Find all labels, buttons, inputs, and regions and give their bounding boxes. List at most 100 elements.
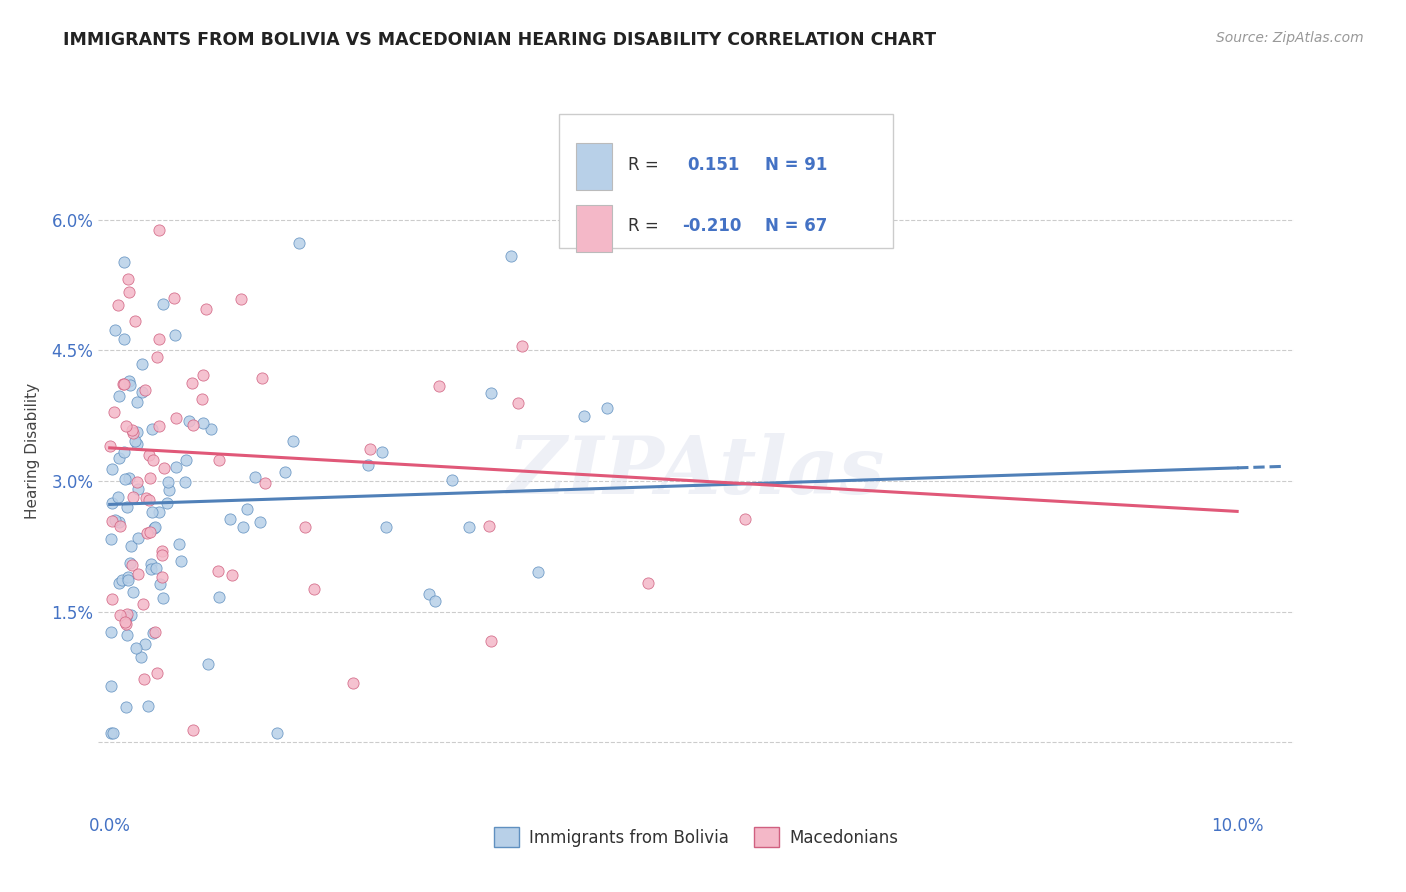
Point: [499, 249, 522, 263]
Point: [101, 496, 124, 510]
Point: [245, 470, 267, 484]
Point: [103, 512, 125, 526]
Point: [207, 564, 229, 578]
Point: [103, 405, 125, 419]
Point: [219, 511, 242, 525]
Point: [120, 608, 142, 623]
Point: [117, 271, 139, 285]
Text: N = 91: N = 91: [765, 156, 828, 174]
Point: [108, 575, 131, 590]
Point: [120, 378, 142, 392]
Point: [114, 472, 136, 486]
Point: [100, 532, 122, 546]
Point: [139, 557, 162, 571]
Point: [135, 491, 157, 505]
Point: [458, 520, 481, 534]
Text: R =: R =: [628, 156, 658, 174]
Point: [139, 562, 162, 576]
Point: [115, 607, 138, 622]
Point: [157, 483, 180, 497]
Point: [149, 576, 172, 591]
Point: [138, 493, 160, 508]
Point: [118, 375, 141, 389]
Point: [165, 459, 187, 474]
FancyBboxPatch shape: [576, 205, 613, 252]
Point: [574, 409, 596, 423]
Point: [135, 526, 157, 541]
Point: [152, 549, 174, 563]
Point: [229, 293, 252, 307]
Point: [122, 426, 145, 441]
Point: [141, 505, 163, 519]
Point: [115, 500, 138, 514]
Point: [127, 483, 149, 497]
Point: [181, 723, 204, 738]
Point: [114, 699, 136, 714]
Point: [120, 556, 142, 570]
Y-axis label: Hearing Disability: Hearing Disability: [25, 383, 41, 518]
Text: 0.151: 0.151: [688, 156, 740, 174]
Point: [281, 434, 304, 449]
Point: [423, 594, 446, 608]
Point: [165, 327, 187, 342]
Point: [107, 298, 129, 312]
Point: [143, 520, 166, 534]
Point: [527, 565, 550, 579]
Point: [124, 313, 146, 327]
Point: [510, 339, 533, 353]
Point: [111, 573, 134, 587]
Point: [183, 418, 205, 433]
Point: [197, 657, 219, 671]
Point: [236, 501, 259, 516]
Point: [156, 475, 179, 490]
Point: [108, 519, 131, 533]
Point: [124, 434, 146, 449]
Legend: Immigrants from Bolivia, Macedonians: Immigrants from Bolivia, Macedonians: [488, 821, 904, 854]
Point: [136, 699, 159, 714]
Point: [174, 475, 197, 490]
Point: [125, 640, 148, 655]
Point: [134, 383, 156, 397]
Point: [146, 665, 169, 680]
Point: [114, 615, 136, 630]
Point: [371, 444, 394, 458]
Point: [181, 376, 204, 390]
Point: [302, 582, 325, 597]
Point: [165, 411, 187, 425]
Point: [288, 235, 311, 250]
Point: [134, 637, 156, 651]
Point: [108, 450, 131, 465]
Point: [141, 422, 163, 436]
Point: [342, 676, 364, 690]
Text: Source: ZipAtlas.com: Source: ZipAtlas.com: [1216, 31, 1364, 45]
Point: [249, 515, 271, 529]
Point: [112, 255, 135, 269]
Point: [108, 389, 131, 403]
Point: [163, 291, 186, 305]
Point: [596, 401, 619, 415]
Point: [121, 490, 143, 504]
Point: [112, 377, 135, 392]
FancyBboxPatch shape: [576, 144, 613, 190]
FancyBboxPatch shape: [558, 114, 893, 248]
Point: [441, 473, 464, 487]
Point: [118, 471, 141, 485]
Point: [194, 302, 217, 317]
Point: [152, 297, 174, 311]
Point: [112, 332, 135, 346]
Point: [200, 422, 222, 436]
Point: [637, 575, 659, 590]
Point: [143, 519, 166, 533]
Point: [100, 726, 122, 740]
Point: [131, 358, 153, 372]
Point: [208, 590, 231, 604]
Point: [131, 384, 153, 399]
Point: [107, 491, 129, 505]
Point: [156, 496, 179, 510]
Point: [138, 448, 160, 462]
Point: [221, 568, 243, 582]
Point: [139, 470, 162, 484]
Point: [148, 419, 170, 434]
Point: [193, 368, 215, 382]
Point: [150, 544, 173, 558]
